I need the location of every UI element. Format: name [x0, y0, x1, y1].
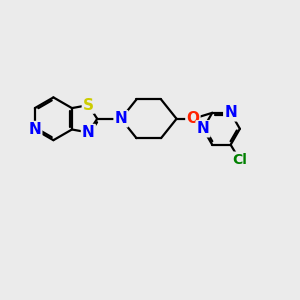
Text: N: N	[82, 125, 95, 140]
Text: N: N	[115, 111, 128, 126]
Text: S: S	[83, 98, 94, 112]
Text: N: N	[28, 122, 41, 137]
Text: N: N	[224, 105, 237, 120]
Text: N: N	[196, 121, 209, 136]
Text: O: O	[186, 111, 200, 126]
Text: Cl: Cl	[232, 153, 247, 166]
